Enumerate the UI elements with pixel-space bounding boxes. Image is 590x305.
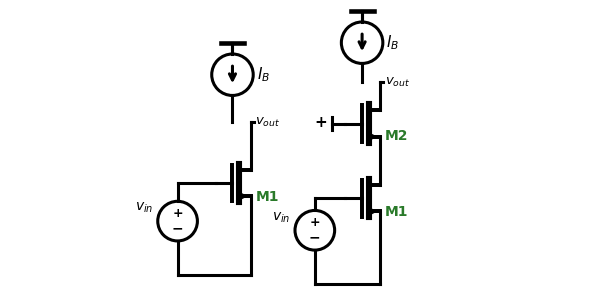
Text: M1: M1 (385, 205, 408, 219)
Text: M2: M2 (385, 129, 408, 143)
Text: M1: M1 (255, 190, 279, 204)
Text: $v_{in}$: $v_{in}$ (135, 200, 153, 215)
Text: +: + (314, 115, 327, 130)
Text: $v_{out}$: $v_{out}$ (385, 76, 410, 89)
Text: $v_{in}$: $v_{in}$ (272, 211, 290, 225)
Text: −: − (309, 231, 320, 245)
Text: $v_{out}$: $v_{out}$ (255, 116, 281, 128)
Text: $I_B$: $I_B$ (386, 33, 399, 52)
Text: $I_B$: $I_B$ (257, 65, 270, 84)
Text: +: + (172, 207, 183, 220)
Text: −: − (172, 222, 183, 236)
Text: +: + (310, 216, 320, 229)
